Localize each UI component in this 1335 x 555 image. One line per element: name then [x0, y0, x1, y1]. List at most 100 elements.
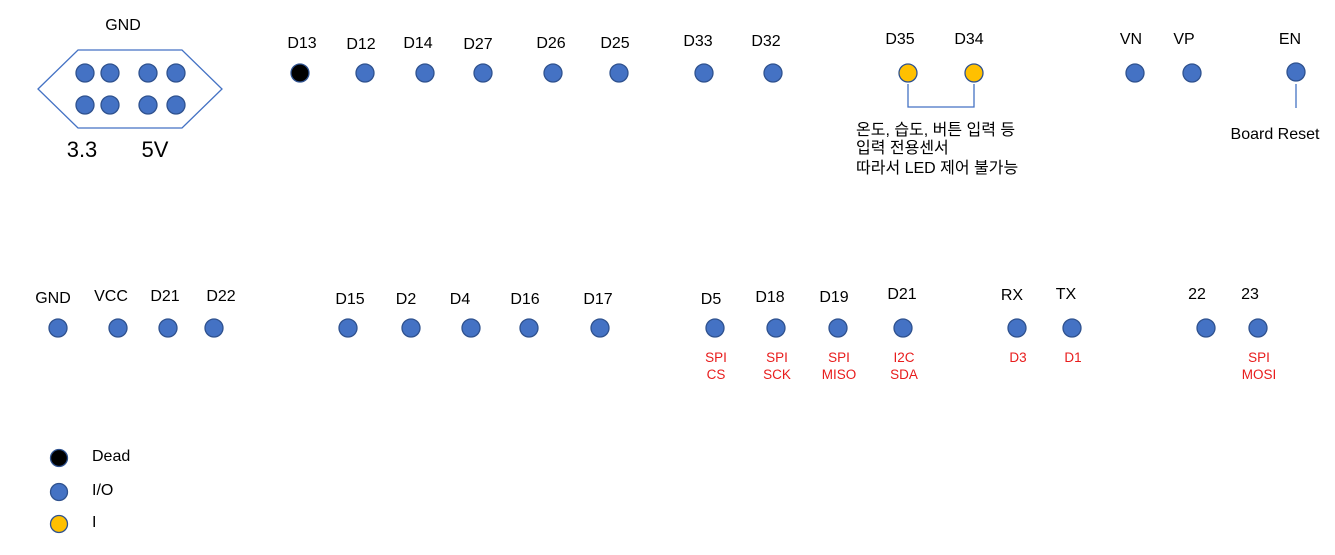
legend-swatch-input — [49, 514, 69, 534]
pin-d19 — [828, 318, 848, 338]
power-header-pin — [100, 95, 120, 115]
pin-label-d22: D22 — [206, 288, 235, 305]
power-header-outline — [37, 49, 223, 129]
power-gnd-label: GND — [105, 17, 141, 34]
pin-vp — [1182, 63, 1202, 83]
power-header-pin — [138, 95, 158, 115]
pin-d33 — [694, 63, 714, 83]
pin-d21 — [893, 318, 913, 338]
pin-function-tx: D1 — [1064, 350, 1081, 365]
pin-label-d26: D26 — [536, 35, 565, 52]
pin-label-d32: D32 — [751, 33, 780, 50]
pin-label-en: EN — [1279, 31, 1301, 48]
pin-vcc — [108, 318, 128, 338]
pin-function-d19: SPI — [828, 350, 850, 365]
pin-label-d5: D5 — [701, 291, 722, 308]
pin-label-d17: D17 — [583, 291, 612, 308]
power-header-pins — [75, 63, 186, 115]
pin-label-vcc: VCC — [94, 288, 128, 305]
pin-function-23: MOSI — [1242, 367, 1277, 382]
pin-d21 — [158, 318, 178, 338]
pin-vn — [1125, 63, 1145, 83]
legend-label-io: I/O — [92, 482, 113, 499]
pin-d12 — [355, 63, 375, 83]
pin-label-d25: D25 — [600, 35, 629, 52]
pin-label-d21: D21 — [887, 286, 916, 303]
pin-d17 — [590, 318, 610, 338]
pin-label-d27: D27 — [463, 36, 492, 53]
pin-rx — [1007, 318, 1027, 338]
pin-d15 — [338, 318, 358, 338]
bottom-pin-row: GND VCC D21 D22 D15 D2 D4 D16 D17 D5 SPI CS D18 SPI SC… — [35, 286, 1276, 382]
pin-function-d5: CS — [707, 367, 726, 382]
pin-d16 — [519, 318, 539, 338]
pin-d32 — [763, 63, 783, 83]
pin-tx — [1062, 318, 1082, 338]
pin-function-rx: D3 — [1009, 350, 1026, 365]
pin-label-rx: RX — [1001, 287, 1024, 304]
pin-d34 — [964, 63, 984, 83]
pin-label-vn: VN — [1120, 31, 1142, 48]
pin-label-d2: D2 — [396, 291, 417, 308]
pin-label-d33: D33 — [683, 33, 712, 50]
pin-d35 — [898, 63, 918, 83]
power-header-pin — [75, 63, 95, 83]
pin-label-d16: D16 — [510, 291, 539, 308]
pin-d2 — [401, 318, 421, 338]
pin-label-d35: D35 — [885, 31, 914, 48]
pin-label-d18: D18 — [755, 289, 784, 306]
pin-function-d19: MISO — [822, 367, 857, 382]
input-note-line-1: 온도, 습도, 버튼 입력 등 — [856, 121, 1015, 139]
pin-23 — [1248, 318, 1268, 338]
pin-gnd — [48, 318, 68, 338]
pin-label-d15: D15 — [335, 291, 364, 308]
input-only-note: 온도, 습도, 버튼 입력 등 입력 전용센서 따라서 LED 제어 불가능 — [856, 121, 1020, 177]
top-pin-row: D13 D12 D14 D27 D26 D25 D33 D32 D35 D34 VN VP EN — [287, 31, 1306, 83]
legend-label-input: I — [92, 514, 96, 531]
power-header-pin — [166, 63, 186, 83]
input-note-line-2: 입력 전용센서 — [856, 139, 949, 157]
pin-d26 — [543, 63, 563, 83]
power-header-pin — [166, 95, 186, 115]
pin-22 — [1196, 318, 1216, 338]
pin-en — [1286, 62, 1306, 82]
power-header: GND 3.3 5V — [37, 17, 223, 162]
power-header-pin — [138, 63, 158, 83]
pin-label-d21: D21 — [150, 288, 179, 305]
pin-d5 — [705, 318, 725, 338]
legend-swatch-dead — [49, 448, 69, 468]
power-header-pin — [75, 95, 95, 115]
pin-d13 — [290, 63, 310, 83]
pin-d14 — [415, 63, 435, 83]
power-header-pin — [100, 63, 120, 83]
pin-label-d13: D13 — [287, 35, 316, 52]
pin-label-d34: D34 — [954, 31, 983, 48]
pin-d27 — [473, 63, 493, 83]
pin-label-22: 22 — [1188, 286, 1206, 303]
legend-label-dead: Dead — [92, 448, 130, 465]
pin-label-d19: D19 — [819, 289, 848, 306]
pin-function-d18: SPI — [766, 350, 788, 365]
pin-function-d21: I2C — [893, 350, 914, 365]
pin-function-d18: SCK — [763, 367, 791, 382]
pin-function-d21: SDA — [890, 367, 918, 382]
input-note-line-3: 따라서 LED 제어 불가능 — [856, 159, 1018, 177]
pin-function-d5: SPI — [705, 350, 727, 365]
pin-label-d4: D4 — [450, 291, 471, 308]
pin-label-23: 23 — [1241, 286, 1259, 303]
pin-function-23: SPI — [1248, 350, 1270, 365]
board-reset-note: Board Reset — [1231, 126, 1320, 143]
power-3v3-label: 3.3 — [67, 137, 98, 162]
legend-swatch-io — [49, 482, 69, 502]
power-5v-label: 5V — [142, 137, 169, 162]
legend: Dead I/O I — [49, 448, 130, 534]
pin-d22 — [204, 318, 224, 338]
pin-label-vp: VP — [1173, 31, 1194, 48]
pin-d18 — [766, 318, 786, 338]
input-pins-bracket — [907, 84, 975, 108]
pin-label-d14: D14 — [403, 35, 432, 52]
pin-d4 — [461, 318, 481, 338]
pin-label-tx: TX — [1056, 286, 1077, 303]
pin-label-d12: D12 — [346, 36, 375, 53]
